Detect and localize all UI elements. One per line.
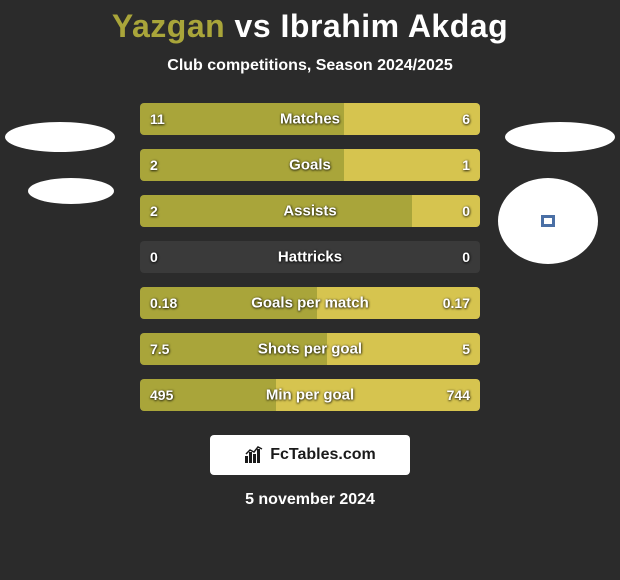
stat-value-left: 2: [150, 203, 158, 219]
stat-label: Hattricks: [278, 249, 342, 266]
stat-value-right: 0: [462, 249, 470, 265]
stat-value-right: 1: [462, 157, 470, 173]
image-icon: [541, 215, 555, 227]
stat-row: 2 0 Assists: [140, 195, 480, 227]
player2-name: Ibrahim Akdag: [281, 8, 509, 44]
stat-value-left: 11: [150, 111, 165, 127]
stat-value-left: 0: [150, 249, 158, 265]
decorative-disc-left-1: [5, 122, 115, 152]
decorative-circle-right: [498, 178, 598, 264]
decorative-disc-left-2: [28, 178, 114, 204]
player1-name: Yazgan: [112, 8, 225, 44]
stat-row: 7.5 5 Shots per goal: [140, 333, 480, 365]
brand-logo: FcTables.com: [210, 435, 410, 475]
stat-value-left: 7.5: [150, 341, 169, 357]
stat-row: 495 744 Min per goal: [140, 379, 480, 411]
stat-label: Shots per goal: [258, 341, 362, 358]
brand-text: FcTables.com: [270, 446, 376, 464]
decorative-disc-right-1: [505, 122, 615, 152]
bar-right-fill: [344, 103, 480, 135]
stat-value-left: 2: [150, 157, 158, 173]
page-title: Yazgan vs Ibrahim Akdag: [0, 0, 620, 45]
stat-value-right: 5: [462, 341, 470, 357]
stat-row: 0.18 0.17 Goals per match: [140, 287, 480, 319]
stat-value-left: 0.18: [150, 295, 177, 311]
chart-icon: [244, 446, 264, 464]
stat-label: Goals: [289, 157, 331, 174]
bar-right-fill: [344, 149, 480, 181]
stat-value-right: 744: [447, 387, 470, 403]
stat-row: 11 6 Matches: [140, 103, 480, 135]
subtitle: Club competitions, Season 2024/2025: [0, 57, 620, 75]
stat-label: Min per goal: [266, 387, 354, 404]
stat-value-right: 0: [462, 203, 470, 219]
stat-row: 0 0 Hattricks: [140, 241, 480, 273]
stats-bars: 11 6 Matches 2 1 Goals 2 0 Assists 0 0 Hattricks 0.1…: [140, 103, 480, 411]
stat-label: Matches: [280, 111, 340, 128]
stat-value-left: 495: [150, 387, 173, 403]
stat-value-right: 6: [462, 111, 470, 127]
stat-label: Assists: [283, 203, 336, 220]
vs-text: vs: [235, 8, 272, 44]
stat-value-right: 0.17: [443, 295, 470, 311]
stat-row: 2 1 Goals: [140, 149, 480, 181]
date-text: 5 november 2024: [0, 491, 620, 509]
bar-left-fill: [140, 195, 412, 227]
stat-label: Goals per match: [251, 295, 369, 312]
